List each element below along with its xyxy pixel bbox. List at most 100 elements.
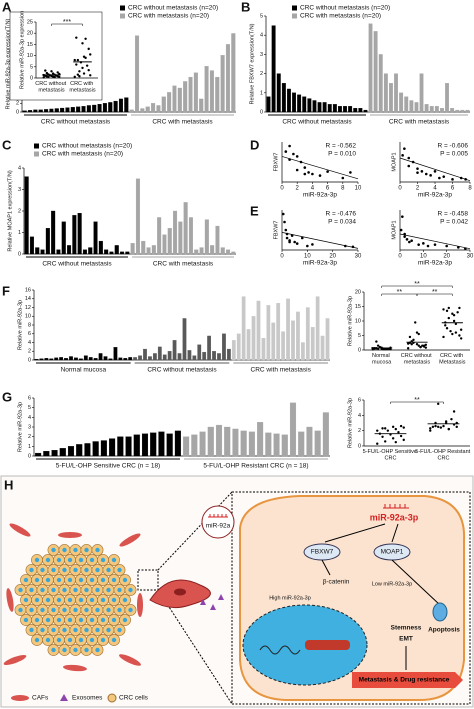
point [75,36,78,39]
point [73,58,76,62]
point [394,440,397,444]
bar [187,350,192,361]
bar [248,431,255,457]
mirna-label: miR-92a-3p [370,512,419,522]
bar [146,247,151,255]
effect-label: EMT [399,636,413,643]
tumor-nucleus [117,627,122,633]
label-line: CRC [385,456,397,462]
tumor-nucleus [84,607,89,613]
bar [226,249,231,255]
tumor-nucleus [95,647,100,653]
bar [188,217,193,255]
dna [259,645,301,655]
point [382,347,385,351]
tumor-nucleus [89,577,95,583]
bar [118,98,123,113]
bar [241,296,246,361]
tumor-nucleus [106,607,111,613]
point [442,424,445,428]
bar [76,444,83,457]
point [416,167,419,170]
group-label: Normal mucosa [61,367,107,374]
x-tick-label: 5-FU/L-OHP Resistant CRC [415,449,471,461]
bar [44,358,49,361]
point [326,170,329,173]
bar [199,247,204,255]
tumor-nucleus [23,617,29,623]
tumor-nucleus [128,587,133,593]
arrow-line [391,559,441,606]
sig-label: ** [414,281,420,288]
legend-label: CRC with metastasis (n=20) [42,151,123,158]
point [438,176,441,180]
bar [61,221,66,255]
x-tick-label: 10 [355,186,362,192]
legend-label: CRC with metastasis (n=20) [300,13,381,20]
zoom-line [157,589,233,705]
tumor-nucleus [56,597,62,603]
tumor-nucleus [67,637,73,643]
tumor-nucleus [56,577,62,583]
y-axis-label: MOAP1 [391,220,397,239]
tumor-nucleus [45,597,51,603]
bar [128,357,133,361]
bar [419,73,424,113]
point [89,74,92,77]
y-axis-label: Relative miR-92a-3p [17,402,23,452]
bar [177,87,182,113]
bar [404,96,409,113]
tumor-nucleus [67,597,73,603]
bar [65,107,70,113]
bar [224,426,231,457]
point [375,340,378,343]
point [449,329,452,333]
bar [455,109,460,113]
tumor-nucleus [117,567,122,573]
legend-swatch [120,5,125,11]
point [406,347,410,350]
bar [92,441,99,457]
point [394,427,397,431]
bar [70,107,75,113]
bar [251,316,256,361]
bar [414,102,419,113]
bar [72,215,77,255]
bar [368,23,373,113]
point [401,154,404,157]
tumor-nucleus [117,587,122,593]
bar [143,348,147,361]
x-tick-label: 10 [304,254,311,260]
bar [182,318,187,361]
stat-label: P = 0.010 [328,151,356,158]
bar [59,448,66,457]
point [452,319,456,323]
bar [82,249,87,255]
x-tick-label: 10 [420,254,427,260]
bar [312,100,317,113]
bar [215,76,220,113]
mitochondrion [432,602,448,622]
bar [129,109,134,113]
y-tick-label: 0 [28,453,31,459]
point [459,337,463,340]
bar [276,73,281,113]
tumor-nucleus [117,607,122,613]
point [442,308,445,311]
point [452,410,456,413]
tumor-nucleus [100,597,106,603]
bar [358,108,363,113]
caf [63,664,87,672]
point [442,335,445,339]
bar [226,348,231,361]
bar [193,72,198,113]
bar [150,432,157,457]
bar [434,106,439,113]
inhibit-line [391,523,399,543]
legend-swatch [11,695,29,701]
pathway-label: β-catenin [323,579,350,586]
x-tick-label: 0 [398,186,402,192]
bar [148,356,152,361]
x-tick-label: 20 [443,254,450,260]
point [292,152,295,156]
